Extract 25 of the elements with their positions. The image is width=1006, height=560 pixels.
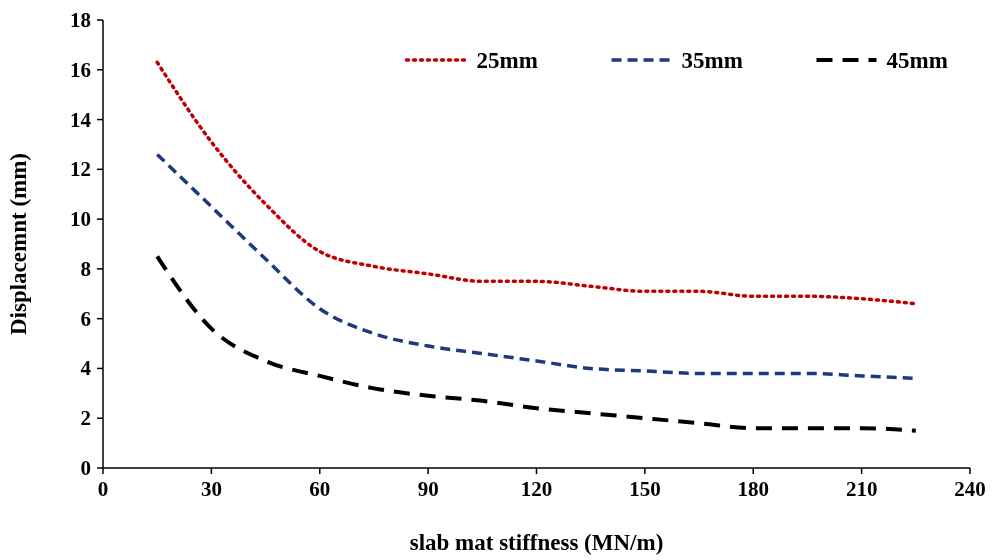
x-tick-label: 0 <box>97 477 109 501</box>
x-tick-label: 180 <box>737 477 769 501</box>
y-tick-label: 14 <box>70 107 92 132</box>
legend-label: 45mm <box>886 48 948 73</box>
x-tick-label: 210 <box>845 477 878 501</box>
y-tick-label: 16 <box>70 57 91 82</box>
legend-label: 35mm <box>681 48 743 73</box>
x-tick-label: 60 <box>309 477 331 501</box>
x-tick-label: 240 <box>954 477 986 501</box>
legend-label: 25mm <box>476 48 538 73</box>
line-series <box>155 254 918 433</box>
y-tick-label: 6 <box>80 306 91 331</box>
x-tick-label: 90 <box>417 477 439 501</box>
x-tick-label: 150 <box>629 477 661 501</box>
y-tick-label: 10 <box>70 207 91 232</box>
y-axis-title: Displacemnt (mm) <box>6 152 31 336</box>
y-tick-label: 0 <box>80 456 91 480</box>
x-axis-title: slab mat stiffness (MN/m) <box>409 530 664 555</box>
x-tick-label: 30 <box>200 477 222 501</box>
y-tick-label: 8 <box>80 256 91 281</box>
y-tick-label: 12 <box>70 157 91 182</box>
y-tick-label: 18 <box>70 8 91 32</box>
y-tick-label: 2 <box>80 406 91 431</box>
y-tick-label: 4 <box>80 356 92 381</box>
x-tick-label: 120 <box>520 477 553 501</box>
